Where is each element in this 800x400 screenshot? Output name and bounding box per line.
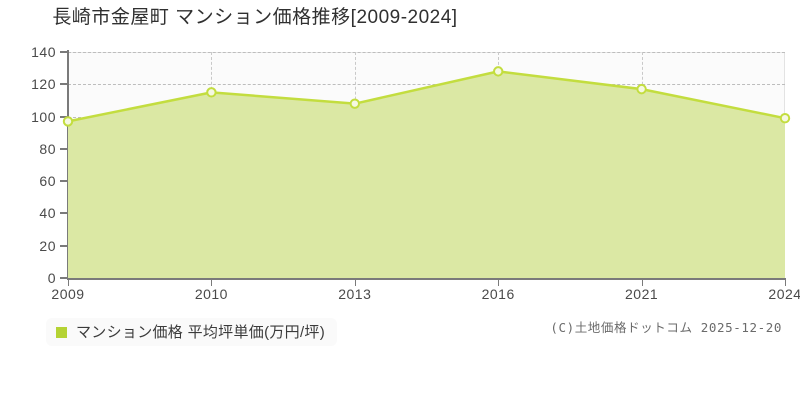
y-axis-tick	[60, 83, 68, 86]
plot-area	[68, 52, 785, 278]
y-axis-label: 40	[39, 205, 56, 222]
x-axis-tick	[785, 280, 786, 286]
h-gridline	[68, 148, 785, 150]
v-gridline	[211, 52, 213, 278]
h-gridline	[68, 181, 785, 183]
x-axis-tick	[211, 280, 213, 286]
y-axis-label: 20	[39, 237, 56, 254]
y-axis-tick	[60, 180, 68, 183]
h-gridline	[68, 116, 785, 118]
y-axis-label: 140	[31, 44, 56, 60]
y-axis-tick	[60, 277, 68, 279]
h-gridline	[68, 52, 785, 53]
y-axis-label: 120	[31, 76, 56, 93]
x-axis-tick	[641, 280, 643, 286]
h-gridline	[68, 84, 785, 86]
legend-swatch-icon	[56, 326, 67, 338]
chart-title: 長崎市金屋町 マンション価格推移[2009-2024]	[52, 7, 458, 28]
legend-label: マンション価格 平均坪単価(万円/坪)	[76, 323, 326, 341]
h-gridline	[68, 213, 785, 215]
y-axis-tick	[60, 51, 68, 53]
x-axis-label: 2009	[51, 286, 85, 302]
x-axis-tick	[354, 280, 356, 286]
y-axis-label: 80	[39, 140, 56, 157]
h-gridline	[68, 245, 785, 247]
x-axis-tick	[498, 280, 500, 286]
x-axis-tick	[68, 280, 69, 286]
y-axis-label: 60	[39, 173, 56, 190]
copyright-credit: (C)土地価格ドットコム 2025-12-20	[550, 320, 782, 335]
y-axis-tick	[60, 212, 68, 215]
x-axis-label: 2021	[625, 286, 659, 302]
x-axis-label: 2024	[768, 286, 800, 302]
x-axis-label: 2016	[481, 286, 515, 302]
v-gridline	[498, 52, 500, 278]
y-axis-tick	[60, 244, 68, 247]
legend[interactable]: マンション価格 平均坪単価(万円/坪)	[46, 318, 338, 346]
x-axis-label: 2013	[338, 286, 372, 302]
v-gridline	[641, 52, 643, 278]
x-axis-label: 2010	[194, 286, 228, 302]
y-axis-tick	[60, 147, 68, 150]
v-gridline	[354, 52, 356, 278]
y-axis-tick	[60, 115, 68, 118]
x-axis-line	[67, 278, 786, 280]
y-axis-label: 0	[47, 270, 56, 286]
y-axis-label: 100	[31, 108, 56, 125]
